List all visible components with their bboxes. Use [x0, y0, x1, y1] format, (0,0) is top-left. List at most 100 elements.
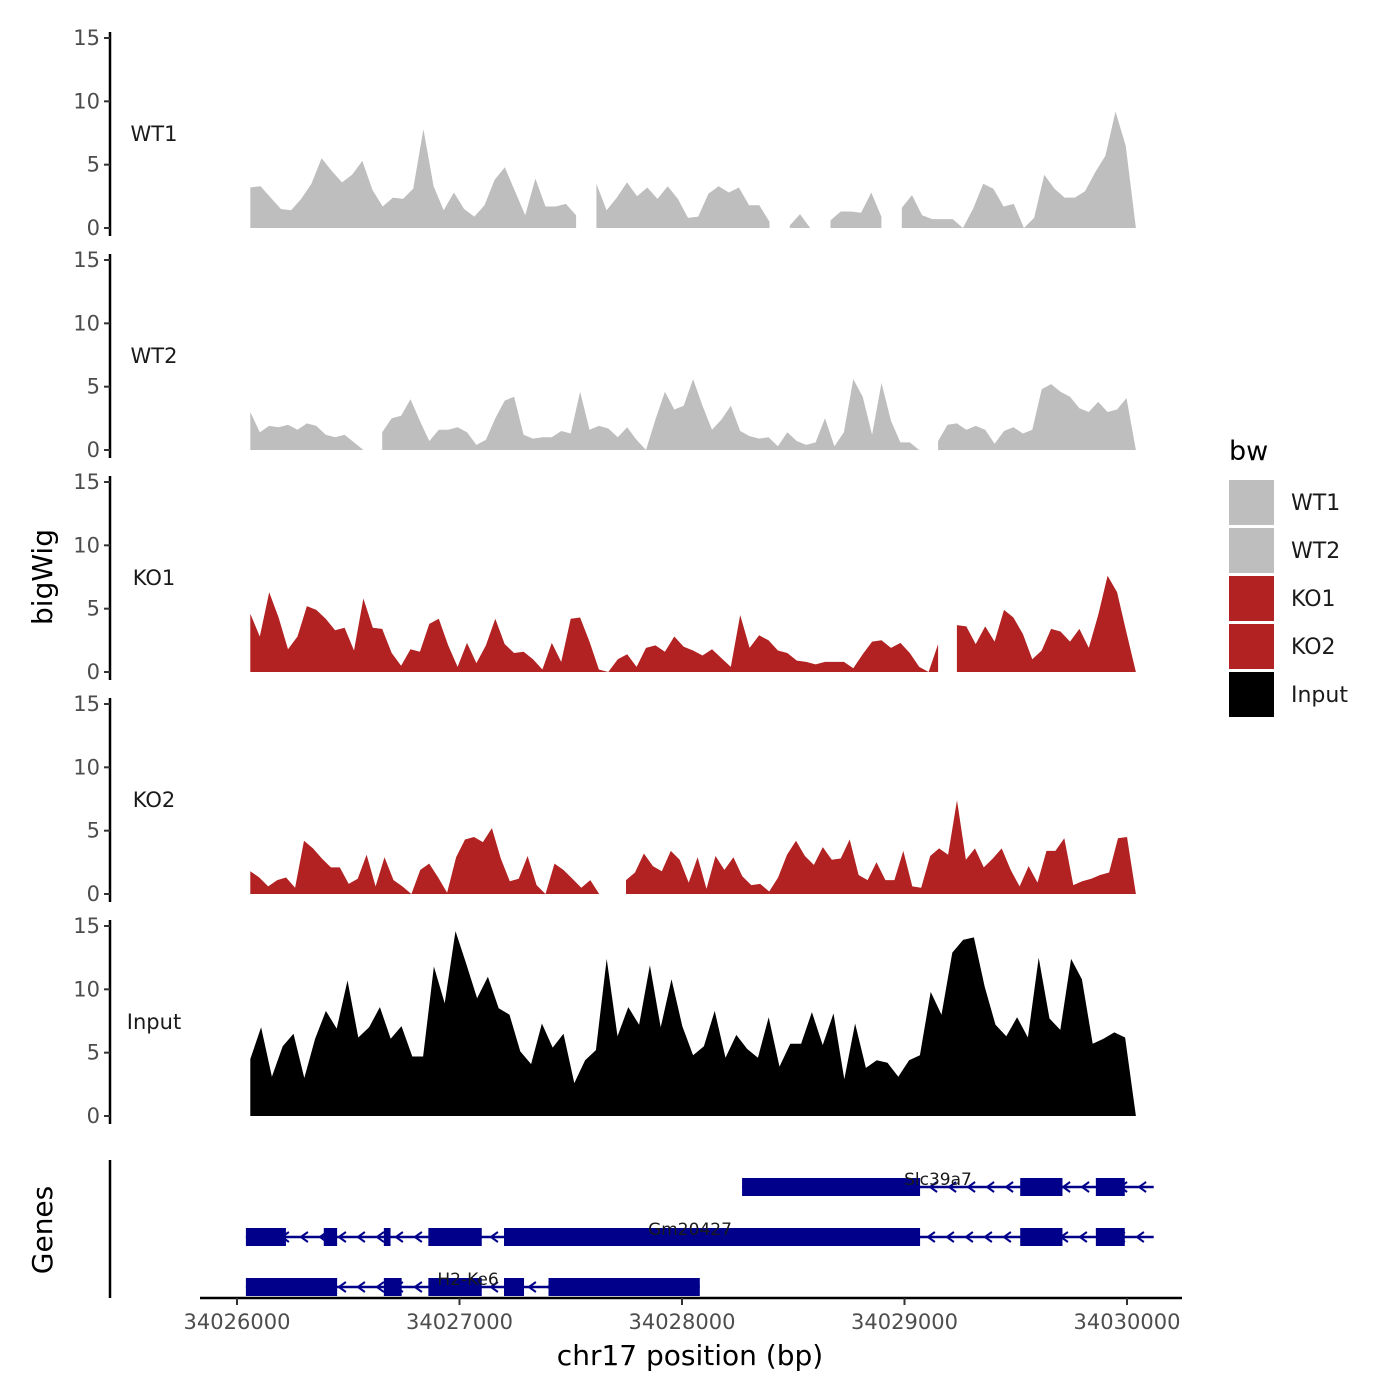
- gene-exon: [504, 1228, 921, 1246]
- strand-arrow: [947, 1181, 957, 1193]
- legend-label: WT2: [1291, 539, 1340, 564]
- x-tick-label: 34030000: [1074, 1310, 1181, 1334]
- coverage-area: [250, 129, 577, 228]
- track-wt2: 0 5 10 15 WT2: [73, 248, 1136, 462]
- y-tick-label: 15: [73, 26, 100, 50]
- gene-exon: [428, 1228, 482, 1246]
- y-tick-label: 15: [73, 248, 100, 272]
- coverage-area: [956, 575, 1136, 672]
- x-tick-label: 34027000: [406, 1310, 513, 1334]
- gene-name-label: H2-Ke6: [437, 1270, 498, 1290]
- y-tick-label: 10: [73, 533, 100, 557]
- y-tick-label: 10: [73, 755, 100, 779]
- legend: bw WT1 WT2 KO1 KO2 Input: [1229, 436, 1348, 717]
- legend-swatch: [1229, 672, 1274, 717]
- gene-exon: [1020, 1228, 1063, 1246]
- gene-exon: [245, 1228, 286, 1246]
- gene-exon: [1020, 1178, 1063, 1196]
- strand-arrow: [375, 1231, 385, 1243]
- track-label: KO2: [133, 788, 176, 812]
- gene-track: Slc39a7 Gm20427 H2-Ke6: [108, 1160, 1154, 1298]
- gene-exon: [383, 1278, 402, 1296]
- y-tick-label: 10: [73, 311, 100, 335]
- y-tick-label: 0: [87, 438, 100, 462]
- legend-swatch: [1229, 480, 1274, 525]
- gene-exon: [428, 1278, 482, 1296]
- coverage-area: [250, 828, 600, 894]
- legend-swatch: [1229, 624, 1274, 669]
- gene-model: Slc39a7: [742, 1170, 1154, 1196]
- legend-item-ko1: KO1: [1229, 576, 1336, 621]
- gene-exon: [245, 1278, 338, 1296]
- x-axis: 34026000 34027000 34028000 34029000 34030000: [184, 1296, 1182, 1334]
- strand-arrow: [1004, 1181, 1014, 1193]
- strand-arrow: [966, 1181, 976, 1193]
- legend-label: Input: [1291, 683, 1348, 708]
- strand-arrow: [945, 1231, 955, 1243]
- strand-arrow: [1061, 1181, 1071, 1193]
- y-tick-label: 10: [73, 89, 100, 113]
- strand-arrow: [413, 1231, 423, 1243]
- y-tick-label: 5: [87, 153, 100, 177]
- legend-title: bw: [1229, 436, 1268, 467]
- track-input: 0 5 10 15 Input: [73, 914, 1136, 1128]
- coverage-area: [938, 384, 1136, 450]
- legend-label: KO2: [1291, 635, 1336, 660]
- y-tick-label: 0: [87, 882, 100, 906]
- gene-model: Gm20427: [245, 1220, 1154, 1246]
- gene-exon: [548, 1278, 700, 1296]
- track-label: WT2: [131, 344, 178, 368]
- gene-name-label: Slc39a7: [904, 1170, 972, 1190]
- track-label: KO1: [133, 566, 176, 590]
- legend-swatch: [1229, 528, 1274, 573]
- gene-exon: [1095, 1178, 1125, 1196]
- coverage-area: [901, 111, 1136, 228]
- y-tick-label: 0: [87, 1104, 100, 1128]
- strand-arrow: [985, 1181, 995, 1193]
- strand-arrow: [1080, 1181, 1090, 1193]
- strand-arrow: [375, 1281, 385, 1293]
- y-tick-label: 0: [87, 216, 100, 240]
- coverage-area: [250, 412, 364, 450]
- track-wt1: 0 5 10 15 WT1: [73, 26, 1136, 240]
- coverage-area: [789, 214, 811, 228]
- strand-arrow: [413, 1281, 423, 1293]
- y-tick-label: 5: [87, 1041, 100, 1065]
- strand-arrow: [337, 1281, 347, 1293]
- x-tick-label: 34026000: [184, 1310, 291, 1334]
- x-tick-label: 34028000: [629, 1310, 736, 1334]
- coverage-area: [250, 931, 1136, 1116]
- gene-exon: [1095, 1228, 1125, 1246]
- gene-exon: [383, 1228, 391, 1246]
- signal-tracks: 0 5 10 15 WT1 0 5 10 15 WT2 0 5 10 15 KO1 0 5 10 15 KO2 0 5 10…: [73, 26, 1136, 1128]
- gene-name-label: Gm20427: [648, 1220, 732, 1240]
- y-tick-label: 0: [87, 660, 100, 684]
- track-label: Input: [127, 1010, 181, 1034]
- strand-arrow: [299, 1231, 309, 1243]
- legend-item-wt1: WT1: [1229, 480, 1340, 525]
- strand-arrow: [337, 1231, 347, 1243]
- gene-exon: [504, 1278, 525, 1296]
- strand-arrow: [356, 1231, 366, 1243]
- legend-item-ko2: KO2: [1229, 624, 1336, 669]
- y-tick-label: 15: [73, 470, 100, 494]
- strand-arrow: [356, 1281, 366, 1293]
- y-tick-label: 5: [87, 375, 100, 399]
- gene-exon: [742, 1178, 921, 1196]
- strand-arrow: [1135, 1231, 1145, 1243]
- strand-arrow: [489, 1281, 499, 1293]
- track-ko1: 0 5 10 15 KO1: [73, 470, 1136, 684]
- strand-arrow: [1002, 1231, 1012, 1243]
- y-tick-label: 10: [73, 977, 100, 1001]
- gene-track-title: Genes: [26, 1186, 59, 1274]
- strand-arrow: [983, 1231, 993, 1243]
- strand-arrow: [394, 1231, 404, 1243]
- gene-exon: [323, 1228, 338, 1246]
- strand-arrow: [489, 1231, 499, 1243]
- strand-arrow: [928, 1181, 938, 1193]
- x-tick-label: 34029000: [851, 1310, 958, 1334]
- y-axis-title: bigWig: [26, 529, 59, 625]
- coverage-area: [626, 800, 1136, 894]
- legend-swatch: [1229, 576, 1274, 621]
